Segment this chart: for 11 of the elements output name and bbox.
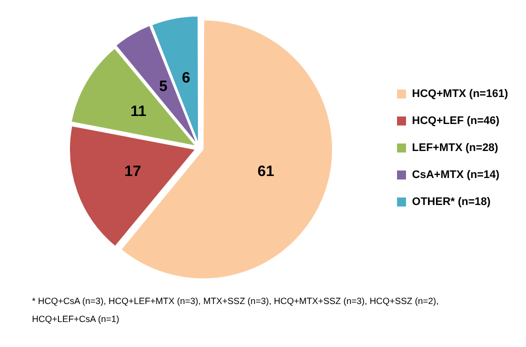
legend-label: HCQ+LEF (n=46) <box>412 115 500 128</box>
data-label: 61 <box>257 163 274 180</box>
legend-label: HCQ+MTX (n=161) <box>412 88 508 100</box>
legend-label: LEF+MTX (n=28) <box>412 142 499 154</box>
data-label: 11 <box>130 103 146 120</box>
data-label: 5 <box>159 78 168 96</box>
text: * HCQ+CsA (n=3), HCQ+LEF+MTX (n=3), MTX+SSZ (n=3), HCQ+MTX+SSZ (n=3), HCQ+SSZ (n=2), HCQ+LEF+CsA (n=1) <box>32 295 440 326</box>
legend-label: OTHER* (n=18) <box>412 196 491 208</box>
data-label: 6 <box>182 70 190 87</box>
data-label: 17 <box>124 163 142 180</box>
legend-label: CsA+MTX (n=14) <box>412 169 500 182</box>
